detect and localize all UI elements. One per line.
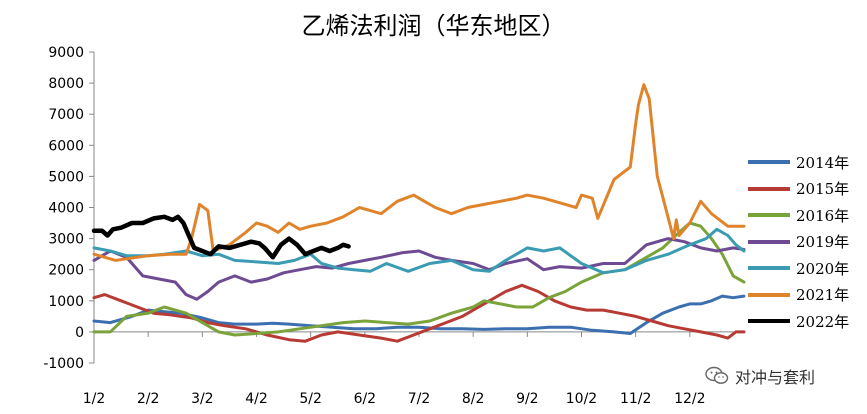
x-tick-label: 6/2 [354,391,377,407]
y-tick-label: 5000 [48,169,84,185]
series-line [92,283,746,343]
legend-label: 2021年 [796,286,850,305]
legend-swatch [748,292,790,297]
legend-swatch [748,213,790,218]
x-tick-label: 11/2 [620,391,651,407]
series-line [92,227,746,275]
x-tick-label: 5/2 [299,391,322,407]
y-tick-label: 7000 [48,107,84,123]
legend-label: 2020年 [796,259,850,278]
x-tick-label: 9/2 [516,391,539,407]
legend-swatch [748,266,790,271]
x-tick-label: 3/2 [191,391,214,407]
x-tick-label: 12/2 [674,391,705,407]
legend-item: 2021年 [748,282,849,309]
legend-label: 2015年 [796,180,850,199]
y-tick-label: 4000 [48,201,84,217]
x-tick-label: 8/2 [462,391,485,407]
wechat-icon [705,366,729,384]
legend-item: 2020年 [748,255,849,282]
series-line [92,294,746,335]
legend-item: 2016年 [748,202,849,229]
legend-swatch [748,160,790,165]
watermark: 对冲与套利 [705,364,815,388]
x-tick-label: 2/2 [137,391,160,407]
legend-label: 2019年 [796,233,850,252]
legend-swatch [748,186,790,191]
y-tick-label: -1000 [43,356,84,372]
legend-item: 2014年 [748,149,849,176]
legend-label: 2016年 [796,206,850,225]
legend-label: 2014年 [796,153,850,172]
x-tick-label: 4/2 [245,391,268,407]
y-tick-label: 3000 [48,232,84,248]
legend-swatch [748,239,790,244]
x-tick-label: 7/2 [408,391,431,407]
legend-item: 2019年 [748,229,849,256]
legend: 2014年 2015年 2016年 2019年 2020年 2021年 2022年 [748,149,849,335]
legend-label: 2022年 [796,312,850,331]
watermark-text: 对冲与套利 [735,368,816,387]
x-tick-label: 10/2 [566,391,597,407]
series-line [92,221,746,337]
legend-swatch [748,319,790,324]
y-tick-label: 0 [75,325,84,341]
y-tick-label: 2000 [48,263,84,279]
y-tick-label: 9000 [48,45,84,61]
series-line [92,237,746,301]
y-tick-label: 1000 [48,294,84,310]
series-line [91,214,351,260]
x-tick-label: 1/2 [83,391,106,407]
legend-item: 2015年 [748,176,849,203]
legend-item: 2022年 [748,308,849,335]
y-tick-label: 6000 [48,138,84,154]
y-tick-label: 8000 [48,76,84,92]
series-line [92,83,746,262]
chart-title: 乙烯法利润（华东地区） [301,12,566,40]
